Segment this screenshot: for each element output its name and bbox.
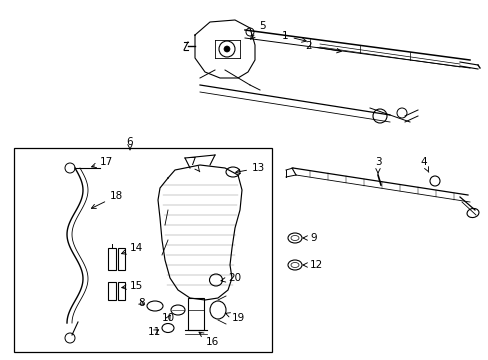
Text: 16: 16 — [199, 332, 219, 347]
Text: 14: 14 — [122, 243, 143, 254]
Text: 8: 8 — [138, 298, 144, 308]
Text: 12: 12 — [303, 260, 323, 270]
Circle shape — [224, 46, 229, 52]
Text: 19: 19 — [225, 313, 245, 323]
Bar — [118, 248, 125, 270]
Text: 5: 5 — [250, 21, 265, 39]
Text: 18: 18 — [91, 191, 123, 208]
Bar — [108, 282, 116, 300]
Text: 17: 17 — [91, 157, 113, 168]
Text: 9: 9 — [303, 233, 316, 243]
Text: 1: 1 — [282, 31, 305, 42]
Text: 20: 20 — [221, 273, 241, 283]
Text: 10: 10 — [162, 313, 175, 323]
Text: 3: 3 — [374, 157, 381, 173]
Bar — [14, 148, 271, 352]
Text: 7: 7 — [188, 157, 200, 172]
Text: 6: 6 — [126, 137, 133, 150]
Text: 13: 13 — [235, 163, 264, 174]
Text: 4: 4 — [420, 157, 428, 172]
Bar — [108, 248, 116, 270]
Text: 15: 15 — [122, 281, 143, 291]
Bar — [118, 282, 125, 300]
Text: 11: 11 — [148, 327, 161, 337]
Text: 2: 2 — [305, 41, 341, 53]
Bar — [187, 298, 203, 330]
